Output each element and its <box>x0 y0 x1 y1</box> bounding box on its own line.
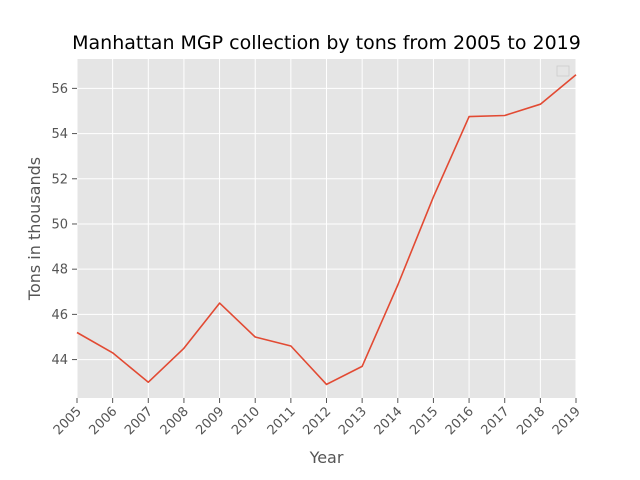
x-tick-label: 2017 <box>479 404 513 438</box>
x-tick-label: 2016 <box>443 404 477 438</box>
x-tick-label: 2009 <box>193 404 227 438</box>
y-tick-label: 46 <box>51 308 68 323</box>
x-tick-label: 2011 <box>265 404 299 438</box>
y-tick-label: 56 <box>51 82 68 97</box>
x-tick-label: 2012 <box>300 404 334 438</box>
y-tick-label: 54 <box>51 127 68 142</box>
y-tick-label: 48 <box>51 263 68 278</box>
y-tick-label: 44 <box>51 353 68 368</box>
x-tick-label: 2018 <box>514 404 548 438</box>
y-tick-label: 52 <box>51 172 68 187</box>
y-axis-label: Tons in thousands <box>25 157 44 301</box>
y-axis-ticks: 44 46 48 50 52 54 56 <box>51 82 77 368</box>
series-layer <box>76 74 577 386</box>
x-tick-label: 2013 <box>336 404 370 438</box>
x-axis-ticks: 2005 2006 2007 2008 2009 2010 2011 2012 2013 2014… <box>51 398 584 438</box>
x-tick-label: 2007 <box>122 404 156 438</box>
legend <box>556 65 570 77</box>
x-tick-label: 2005 <box>51 404 85 438</box>
x-tick-label: 2014 <box>372 404 406 438</box>
x-tick-label: 2019 <box>550 404 584 438</box>
chart-title: Manhattan MGP collection by tons from 20… <box>72 32 581 54</box>
series-line <box>76 74 577 386</box>
y-tick-label: 50 <box>51 217 68 232</box>
x-axis-label: Year <box>309 448 344 467</box>
x-tick-label: 2008 <box>158 404 192 438</box>
x-tick-label: 2006 <box>86 404 120 438</box>
x-tick-label: 2010 <box>229 404 263 438</box>
grid <box>76 59 577 398</box>
x-tick-label: 2015 <box>407 404 441 438</box>
